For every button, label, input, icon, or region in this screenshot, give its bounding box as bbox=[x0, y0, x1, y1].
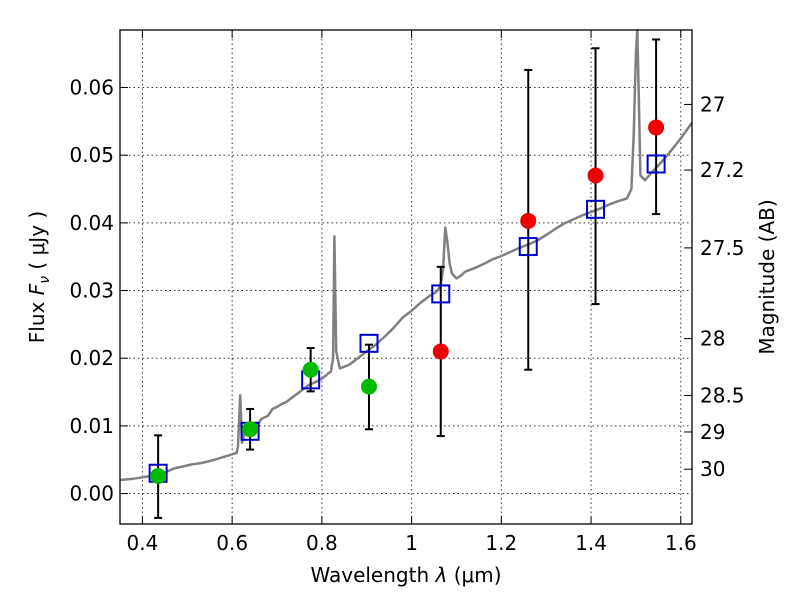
model-photometry-point bbox=[359, 333, 379, 353]
observed-flux-point bbox=[432, 343, 449, 360]
y-tick-label: 0.02 bbox=[69, 346, 114, 370]
x-axis-label-main: Wavelength bbox=[310, 563, 429, 587]
model-photometry-series bbox=[148, 154, 666, 483]
y-tick-label: 0.03 bbox=[69, 279, 114, 303]
x-tick-label: 0.8 bbox=[306, 531, 338, 555]
x-axis-label-symbol: λ bbox=[435, 563, 448, 587]
x-axis-label: Wavelength λ (μm) bbox=[310, 563, 501, 587]
y2-tick-label: 28 bbox=[700, 327, 725, 351]
x-tick-label: 1.6 bbox=[665, 531, 697, 555]
observed-flux-point bbox=[587, 167, 604, 184]
model-photometry-point bbox=[431, 284, 451, 304]
y2-tick-label: 28.5 bbox=[700, 383, 745, 407]
model-photometry-point bbox=[586, 199, 606, 219]
observed-flux-point bbox=[648, 119, 665, 136]
y2-tick-label: 30 bbox=[700, 457, 725, 481]
spectrum-series bbox=[119, 28, 694, 482]
y-axis-label: Flux Fν ( μJy ) bbox=[25, 211, 53, 343]
y-tick-label: 0.06 bbox=[69, 76, 114, 100]
y2-tick-label: 27.5 bbox=[700, 236, 745, 260]
grid-lines bbox=[120, 30, 692, 524]
x-tick-label: 1.4 bbox=[575, 531, 607, 555]
y-tick-label: 0.04 bbox=[69, 211, 114, 235]
y-axis-label-symbol: F bbox=[25, 283, 49, 295]
y2-axis-label: Magnitude (AB) bbox=[755, 199, 779, 354]
model-photometry-point bbox=[646, 154, 666, 174]
x-tick-label: 0.4 bbox=[127, 531, 159, 555]
x-tick-label: 0.6 bbox=[216, 531, 248, 555]
plot-frame bbox=[119, 29, 693, 525]
x-axis-label-unit: (μm) bbox=[454, 563, 502, 587]
observed-flux-point bbox=[242, 421, 259, 438]
y2-tick-label: 29 bbox=[700, 420, 725, 444]
y2-tick-label: 27.2 bbox=[700, 158, 745, 182]
observed-flux-point bbox=[302, 361, 319, 378]
model-photometry-point bbox=[518, 237, 538, 257]
spectrum-line bbox=[119, 28, 694, 482]
observed-flux-point bbox=[150, 467, 167, 484]
observed-photometry-series bbox=[150, 119, 665, 484]
axis-ticks: 0.4 0.6 0.8 1 1.2 1.4 1.6 0.00 0.01 0.02 0.03 0.04 0… bbox=[69, 30, 745, 555]
y-axis-label-unit: ( μJy ) bbox=[25, 211, 49, 270]
y-tick-label: 0.00 bbox=[69, 482, 114, 506]
error-bars bbox=[154, 38, 661, 519]
y2-tick-label: 27 bbox=[700, 92, 725, 116]
x-tick-label: 1.2 bbox=[485, 531, 517, 555]
y-tick-label: 0.01 bbox=[69, 414, 114, 438]
y-axis-label-subscript: ν bbox=[37, 276, 53, 284]
x-tick-label: 1 bbox=[405, 531, 418, 555]
observed-flux-point bbox=[520, 212, 537, 229]
y-tick-label: 0.05 bbox=[69, 143, 114, 167]
y-axis-label-main: Flux bbox=[25, 301, 49, 343]
observed-flux-point bbox=[360, 378, 377, 395]
